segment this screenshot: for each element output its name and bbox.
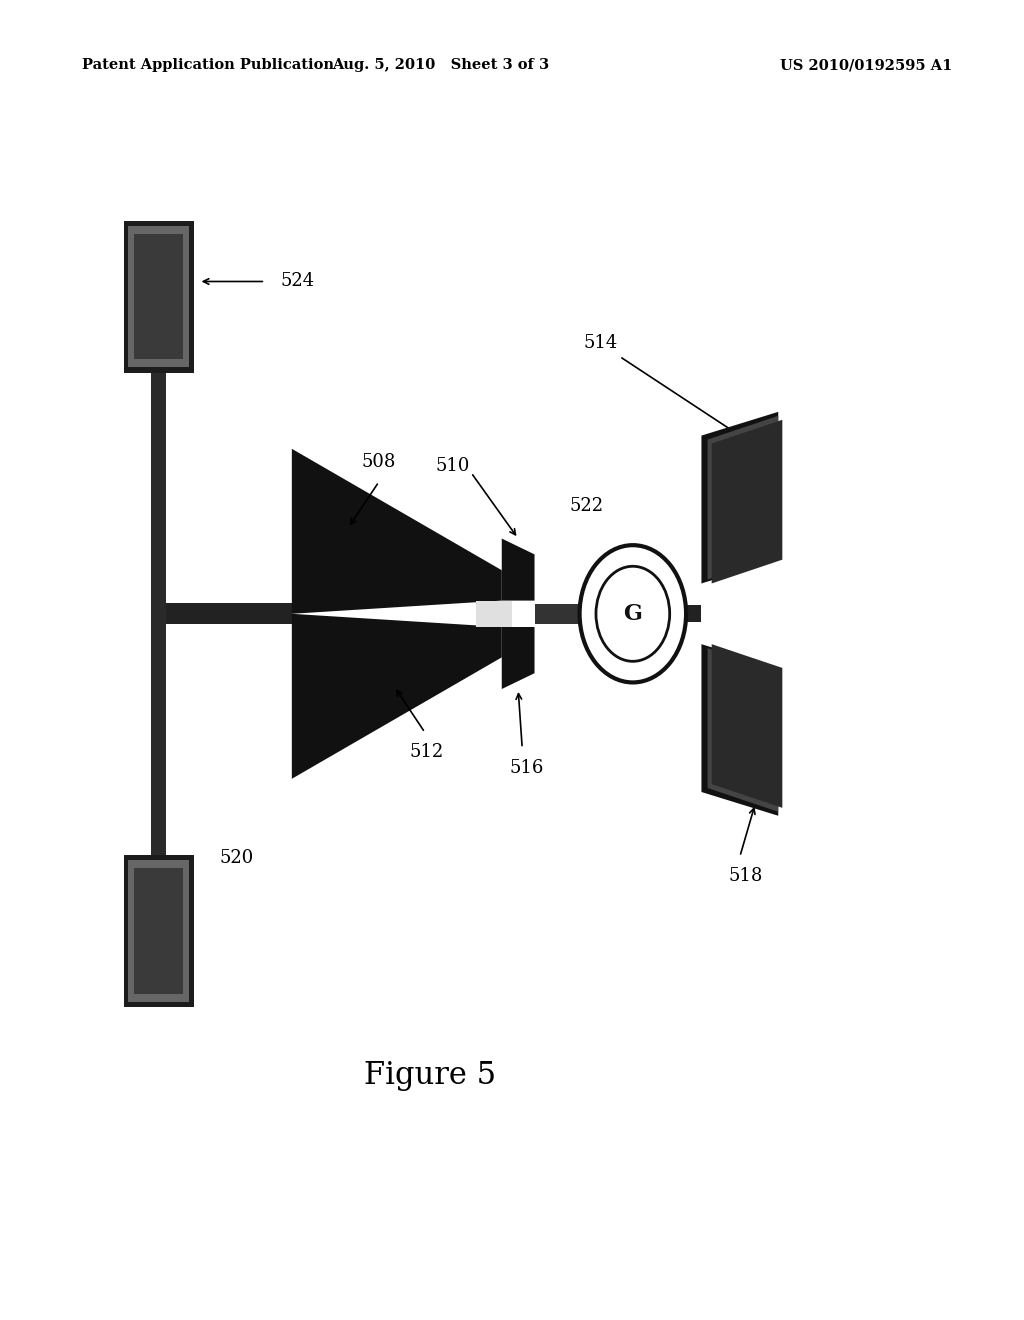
Circle shape [580,545,686,682]
Text: Aug. 5, 2010   Sheet 3 of 3: Aug. 5, 2010 Sheet 3 of 3 [332,58,549,73]
Text: G: G [624,603,642,624]
Text: 510: 510 [435,457,470,475]
Polygon shape [708,416,778,579]
Polygon shape [502,627,535,689]
Bar [128,861,189,1002]
Text: 508: 508 [361,453,396,471]
Text: 512: 512 [410,743,443,762]
Text: Patent Application Publication: Patent Application Publication [82,58,334,73]
Text: 524: 524 [281,272,314,290]
Polygon shape [701,644,778,816]
Bar [535,603,584,623]
Text: Figure 5: Figure 5 [364,1060,497,1092]
Polygon shape [292,449,502,614]
Text: 518: 518 [728,867,763,886]
Bar [128,226,189,367]
Bar [166,603,292,624]
Text: 520: 520 [219,849,253,867]
Bar [476,601,512,627]
Bar [124,220,194,372]
Polygon shape [292,614,502,779]
Polygon shape [701,412,778,583]
Polygon shape [712,644,782,808]
Text: US 2010/0192595 A1: US 2010/0192595 A1 [780,58,952,73]
Bar [134,234,183,359]
Bar [134,869,183,994]
Text: 516: 516 [510,759,545,777]
Text: 514: 514 [584,334,617,352]
Polygon shape [712,420,782,583]
Polygon shape [502,539,535,601]
Bar [124,855,194,1007]
Text: 522: 522 [569,496,603,515]
Bar [686,605,701,622]
Bar [152,350,166,878]
Polygon shape [708,648,778,812]
